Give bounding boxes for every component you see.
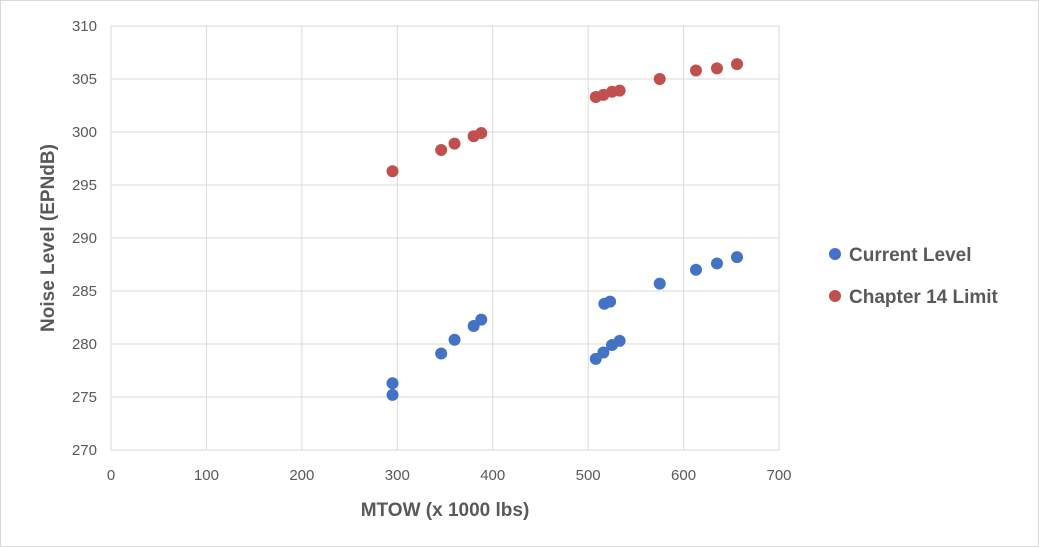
legend-label-current-level: Current Level xyxy=(849,245,971,266)
data-point-chapter-14-limit xyxy=(653,73,666,85)
x-tick-label: 0 xyxy=(107,467,115,484)
legend-marker-chapter-14-limit xyxy=(829,290,841,302)
data-point-chapter-14-limit xyxy=(710,62,723,75)
data-point-current-level xyxy=(613,334,626,347)
data-point-chapter-14-limit xyxy=(689,64,702,77)
tick-labels: 0 100 200 300 400 500 600 700 270 275 280 285 290 295… xyxy=(72,18,792,484)
data-point-current-level xyxy=(604,295,617,308)
x-tick-label: 700 xyxy=(766,467,791,484)
data-point-chapter-14-limit xyxy=(475,127,488,140)
data-point-current-level xyxy=(435,347,448,360)
y-tick-label: 295 xyxy=(72,177,97,194)
y-tick-label: 275 xyxy=(72,389,97,406)
legend-item-chapter-14-limit: Chapter 14 Limit xyxy=(829,287,999,308)
data-point-current-level xyxy=(731,251,744,264)
legend-item-current-level: Current Level xyxy=(829,245,971,266)
data-point-current-level xyxy=(386,388,399,401)
y-tick-label: 300 xyxy=(72,124,97,141)
plot-area xyxy=(110,25,780,451)
data-point-current-level xyxy=(710,257,723,270)
data-point-current-level xyxy=(597,346,610,359)
data-point-chapter-14-limit xyxy=(448,137,461,150)
legend-marker-current-level xyxy=(829,248,841,260)
data-point-chapter-14-limit xyxy=(731,58,744,71)
data-point-chapter-14-limit xyxy=(435,144,448,157)
data-point-chapter-14-limit xyxy=(613,84,626,97)
y-axis-title: Noise Level (EPNdB) xyxy=(38,144,59,332)
x-tick-label: 300 xyxy=(385,467,410,484)
data-point-current-level xyxy=(448,333,461,346)
data-points xyxy=(386,58,744,401)
x-axis-title: MTOW (x 1000 lbs) xyxy=(361,500,530,521)
y-tick-label: 280 xyxy=(72,336,97,353)
y-tick-label: 290 xyxy=(72,230,97,247)
x-tick-label: 400 xyxy=(480,467,505,484)
data-point-current-level xyxy=(475,313,488,326)
y-tick-label: 305 xyxy=(72,71,97,88)
data-point-current-level xyxy=(386,377,399,390)
legend-label-chapter-14-limit: Chapter 14 Limit xyxy=(849,287,999,308)
gridlines xyxy=(110,25,780,451)
y-tick-label: 310 xyxy=(72,18,97,35)
x-tick-label: 100 xyxy=(194,467,219,484)
data-point-chapter-14-limit xyxy=(386,165,399,178)
data-point-current-level xyxy=(689,263,702,276)
x-tick-label: 200 xyxy=(289,467,314,484)
y-tick-label: 270 xyxy=(72,442,97,459)
legend: Current Level Chapter 14 Limit xyxy=(829,245,999,308)
data-point-current-level xyxy=(653,277,666,290)
y-tick-label: 285 xyxy=(72,283,97,300)
x-tick-label: 600 xyxy=(671,467,696,484)
x-tick-label: 500 xyxy=(576,467,601,484)
